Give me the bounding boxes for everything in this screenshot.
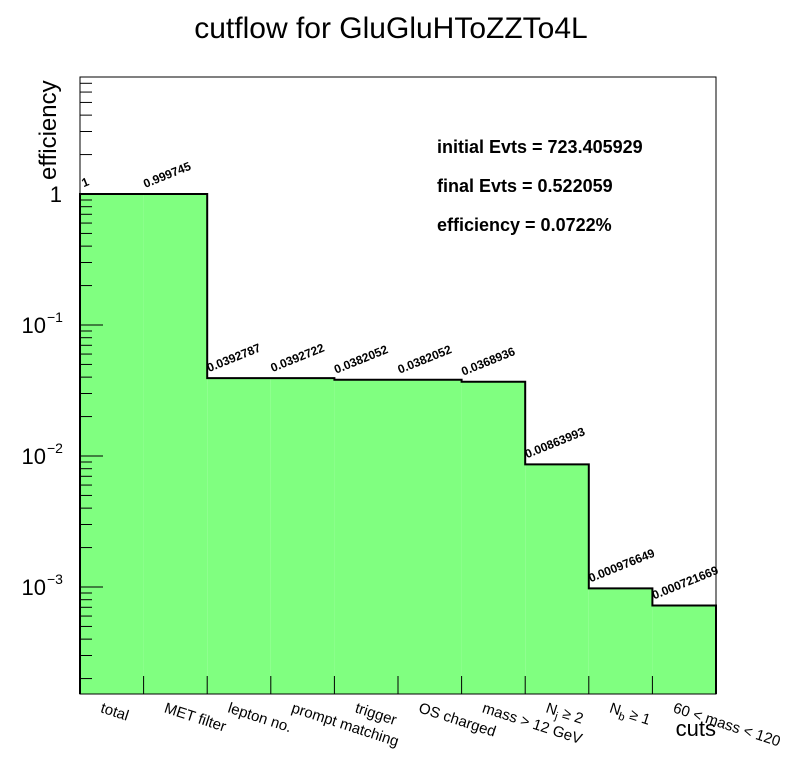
y-tick-label: 10 [22, 313, 46, 338]
x-category-label: lepton no. [226, 700, 294, 737]
x-axis-label: cuts [676, 716, 716, 741]
bar [588, 588, 653, 694]
stat-annotation: efficiency = 0.0722% [437, 215, 612, 235]
value-label: 1 [80, 174, 92, 190]
bar [525, 464, 589, 694]
bar [143, 194, 208, 694]
x-category-label: Nb ≥ 1 [606, 700, 652, 732]
bar [334, 379, 398, 694]
x-category-label: Nj ≥ 2 [543, 700, 586, 731]
histogram-outline [79, 193, 717, 694]
bar [80, 194, 144, 694]
y-axis-label: efficiency [35, 80, 62, 180]
stat-annotation: initial Evts = 723.405929 [437, 137, 643, 157]
bar [207, 378, 271, 694]
x-category-label: MET filter [162, 700, 228, 736]
y-tick-label: 1 [50, 182, 62, 207]
bar [461, 381, 526, 694]
y-tick-exponent: −1 [47, 309, 63, 325]
y-tick-label: 10 [22, 444, 46, 469]
y-tick-exponent: −2 [47, 440, 63, 456]
chart-title: cutflow for GluGluHToZZTo4L [194, 12, 587, 45]
x-category-label: total [99, 700, 131, 725]
y-tick-label: 10 [22, 575, 46, 600]
bar [652, 605, 716, 694]
y-tick-exponent: −3 [47, 571, 63, 587]
stat-annotation: final Evts = 0.522059 [437, 176, 613, 196]
bar [270, 378, 335, 694]
bar [398, 379, 462, 694]
